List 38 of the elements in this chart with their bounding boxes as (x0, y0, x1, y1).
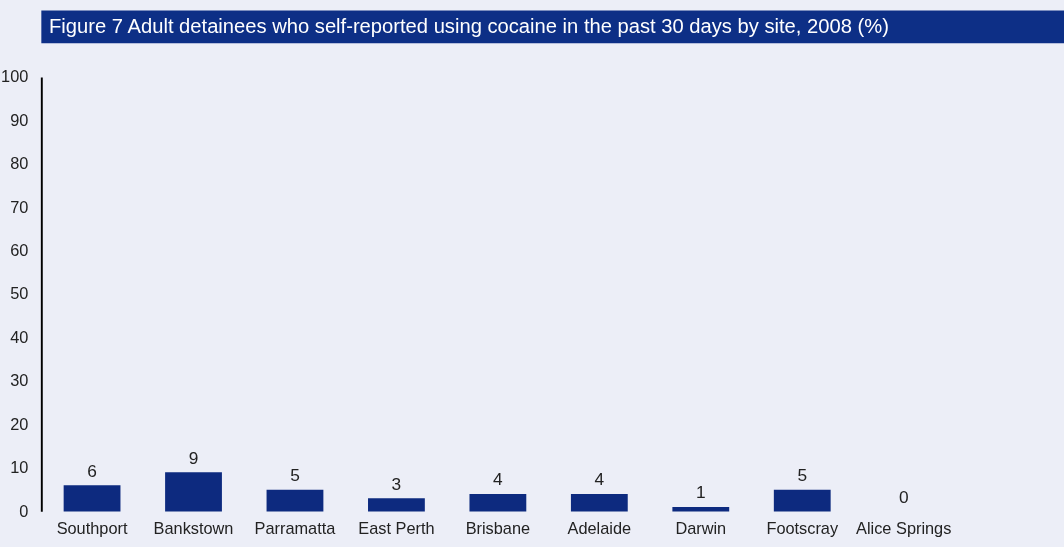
bar (165, 472, 222, 512)
y-tick-label: 100 (1, 67, 29, 86)
bar (570, 494, 628, 512)
y-tick-label: 40 (10, 327, 29, 346)
data-label: 1 (695, 482, 706, 503)
x-tick-label: Footscray (766, 518, 839, 537)
y-tick-label: 10 (10, 458, 29, 477)
chart-title: Figure 7 Adult detainees who self-reported using cocaine in the past 30 days by site, 2008 (%) (49, 14, 889, 37)
y-tick-label: 90 (10, 110, 29, 129)
bar (672, 507, 730, 512)
y-tick-label: 70 (10, 197, 29, 216)
bar (469, 494, 527, 512)
data-label: 0 (898, 486, 909, 507)
bar (773, 489, 831, 512)
x-tick-label: Adelaide (567, 518, 632, 537)
data-label: 4 (493, 469, 504, 490)
data-label: 3 (391, 473, 402, 494)
bar (63, 485, 121, 512)
x-tick-label: Darwin (675, 518, 727, 537)
x-tick-label: Parramatta (254, 518, 337, 537)
data-label: 6 (87, 460, 97, 481)
y-tick-label: 60 (10, 241, 29, 260)
y-tick-label: 50 (10, 284, 29, 303)
y-tick-label: 20 (10, 414, 29, 433)
x-tick-label: Southport (56, 518, 128, 537)
bar (266, 489, 324, 512)
data-label: 5 (797, 465, 808, 486)
x-tick-label: Brisbane (465, 518, 531, 537)
data-label: 4 (594, 469, 605, 490)
x-tick-label: Bankstown (153, 518, 234, 537)
data-label: 9 (188, 447, 199, 468)
y-tick-label: 0 (19, 501, 29, 520)
x-tick-label: East Perth (358, 518, 435, 537)
x-tick-label: Alice Springs (856, 518, 952, 537)
data-label: 5 (290, 465, 300, 486)
bar (368, 498, 425, 512)
y-tick-label: 30 (10, 371, 29, 390)
y-tick-label: 80 (10, 154, 29, 173)
